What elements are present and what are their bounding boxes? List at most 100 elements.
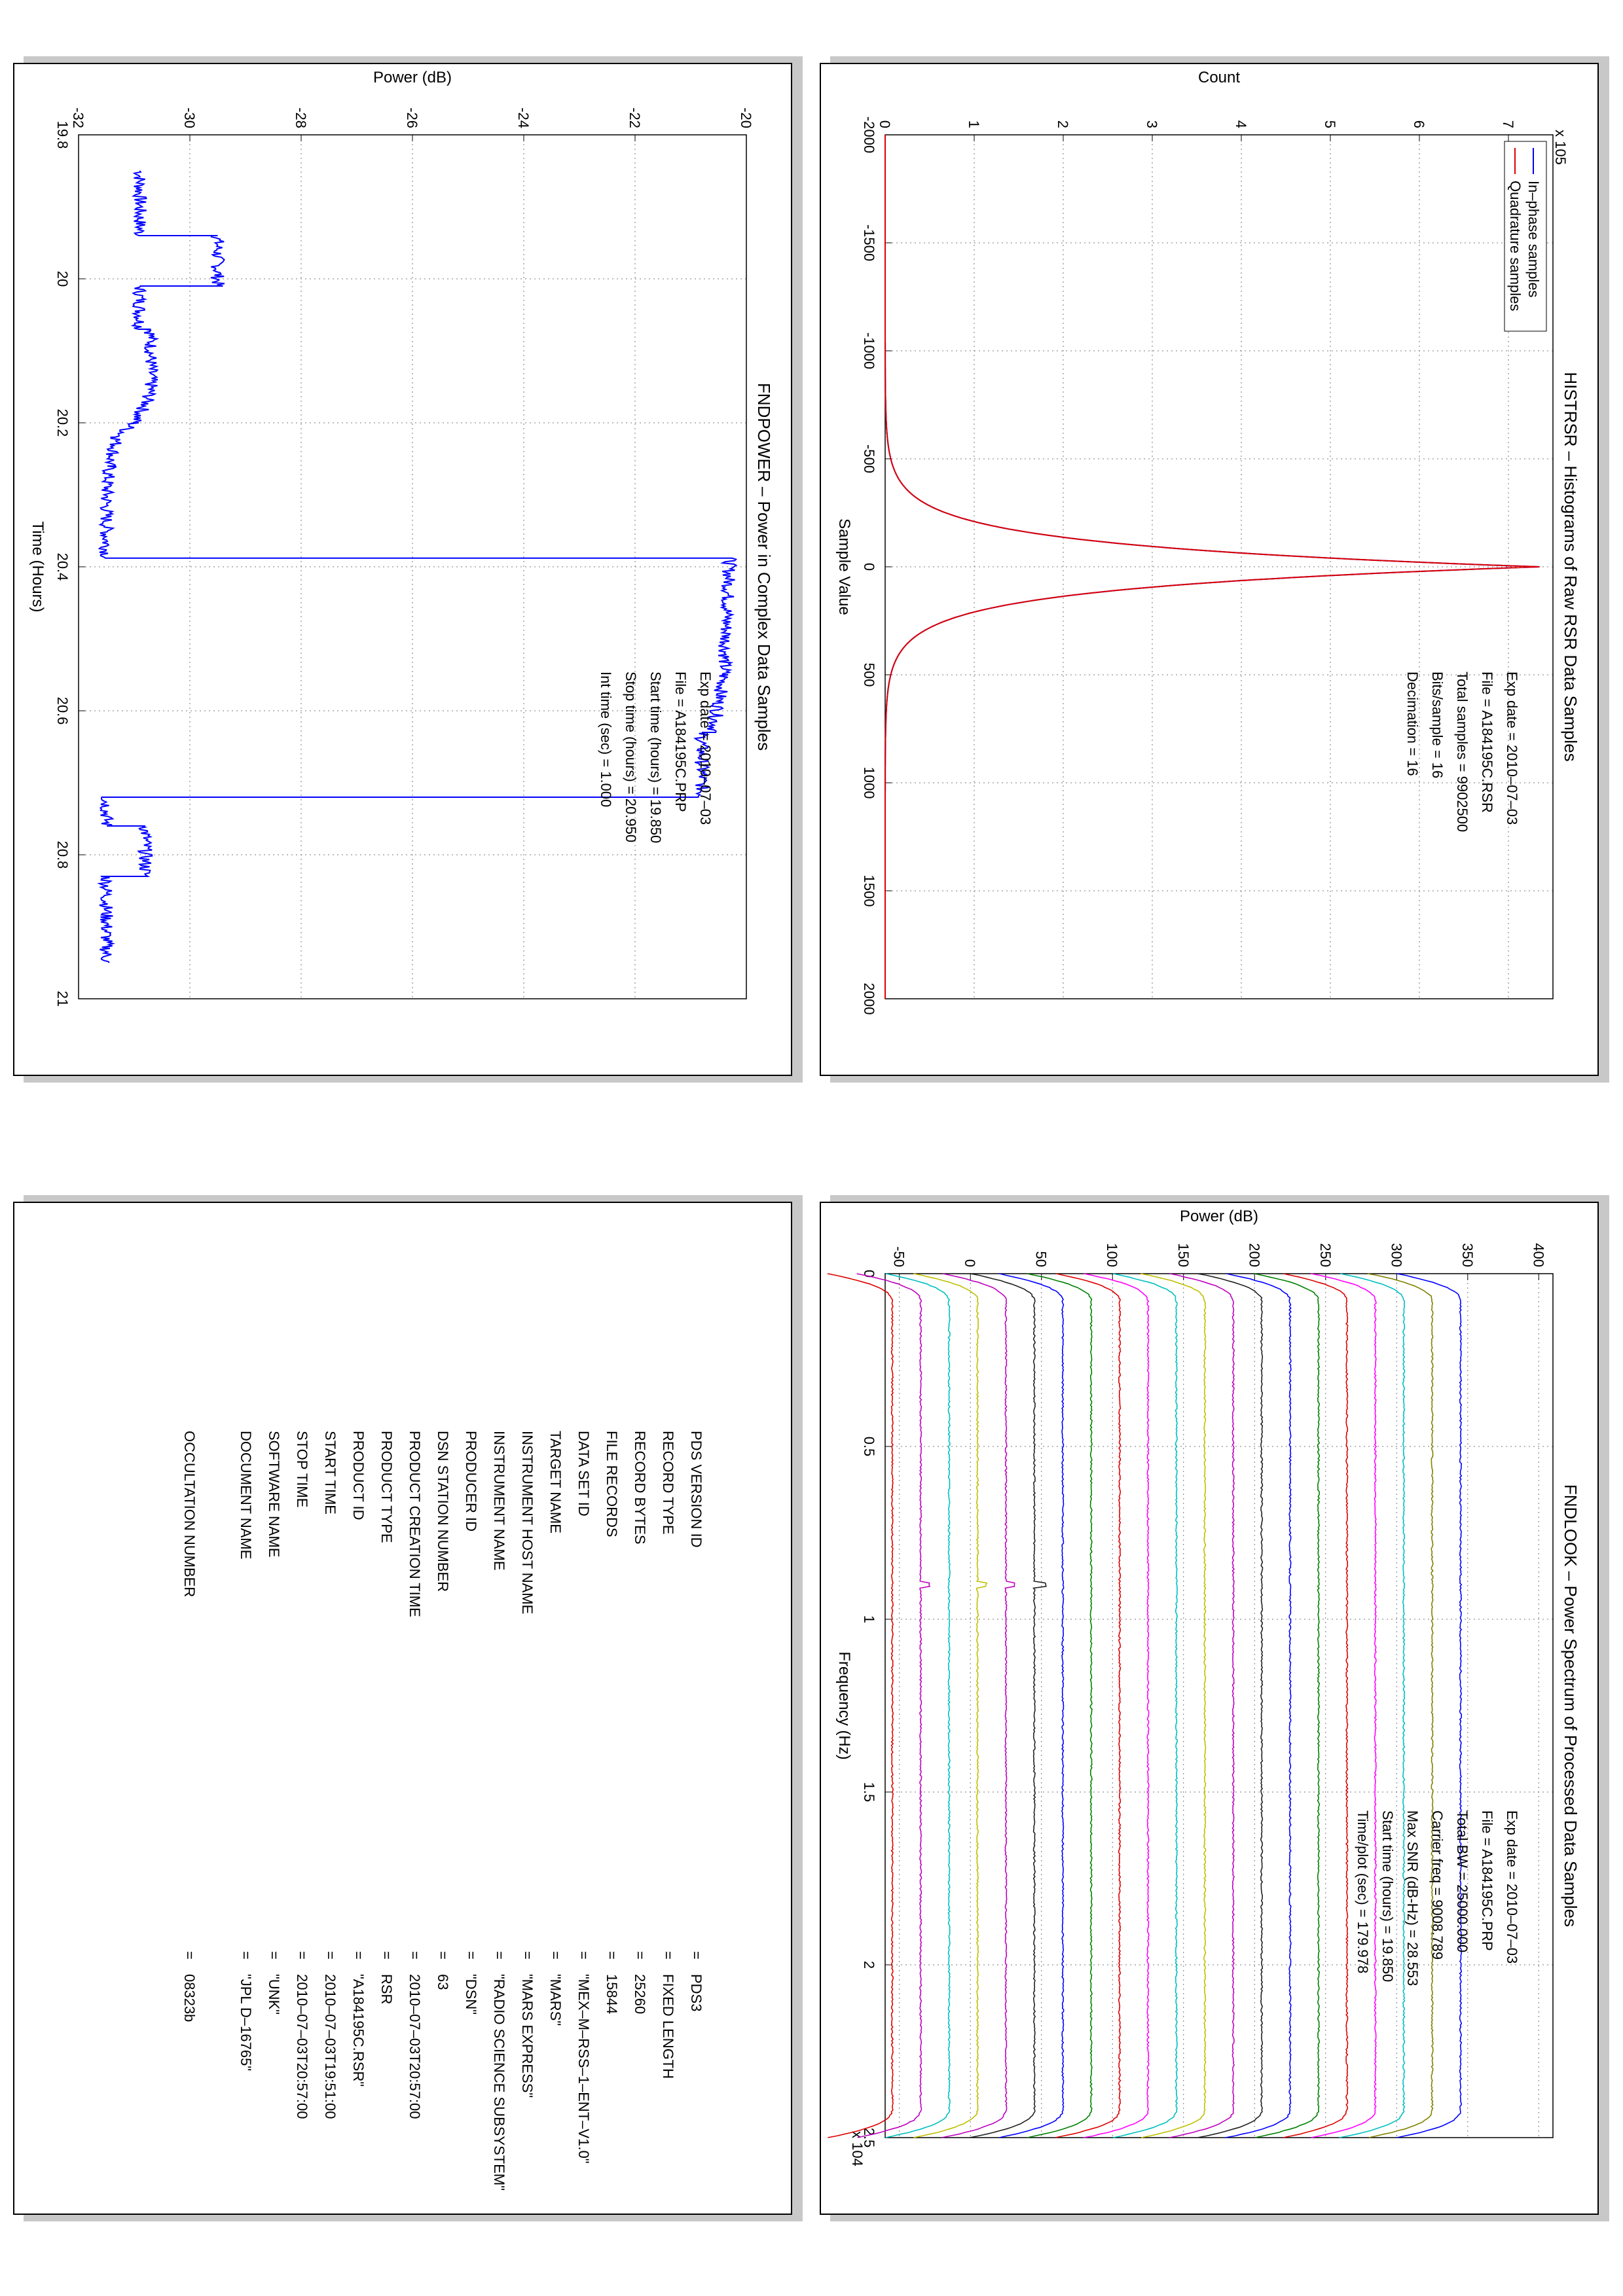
spectrum-line — [941, 1273, 1015, 2138]
label-key: RECORD TYPE — [660, 1431, 676, 1535]
x-tick-label: 0 — [861, 563, 877, 571]
x-tick-label: -2000 — [861, 117, 877, 153]
plot-frame — [78, 134, 747, 999]
plot-area — [79, 135, 746, 999]
label-value: PDS3 — [688, 1974, 704, 2012]
spectrum-line — [827, 1273, 894, 2138]
spectrum-line — [1027, 1273, 1093, 2138]
spectrum-line — [1225, 1273, 1292, 2138]
label-value: "MEX–M–RSS–1–ENT–V1.0" — [575, 1974, 592, 2164]
y-tick-label: 400 — [1530, 1243, 1546, 1267]
plot-frame — [884, 134, 1554, 999]
label-equals: = — [632, 1951, 648, 1960]
histrsr-svg: -2000 -1500 -1000 -500 0 500 1000 1500 2000 0 1 2 3 4… — [835, 69, 1580, 1015]
label-table: PDS VERSION ID = PDS3 RECORD TYPE = FIXED LEN… — [13, 1202, 792, 2215]
label-value: 2010–07–03T19:51:00 — [322, 1974, 338, 2119]
y-tick-label: 4 — [1233, 120, 1249, 128]
x-axis-label: Time (Hours) — [29, 521, 46, 612]
label-value: 08323b — [181, 1974, 198, 2022]
y-tick-label: 6 — [1411, 120, 1427, 128]
legend-entry: Quadrature samples — [1507, 181, 1523, 311]
fndlook-chart: 0 0.5 1 1.5 2 2.5 -50 0 50 100 150 200 250 300 350 400 F… — [820, 1202, 1599, 2215]
fndlook-svg: 00.511.522.5-50 0 50 100 150 200 250 300 350 400F… — [827, 1208, 1580, 2166]
spectrum-line — [1339, 1273, 1406, 2138]
y-tick-label: 350 — [1459, 1243, 1476, 1267]
y-tick-label: 5 — [1322, 120, 1338, 128]
spectrum-line — [1169, 1273, 1235, 2138]
chart-title: FNDPOWER – Power in Complex Data Samples — [754, 383, 774, 751]
x-tick-label: 2000 — [861, 983, 877, 1015]
pds-label-list: PDS VERSION ID = PDS3 RECORD TYPE = FIXED LEN… — [50, 1431, 704, 2191]
x-tick-label: 1500 — [861, 875, 877, 907]
plot-area — [885, 135, 1553, 999]
label-value: 63 — [435, 1974, 451, 1990]
x-tick-label: 2 — [861, 1961, 877, 1969]
label-equals: = — [547, 1951, 564, 1960]
y-tick-label: -50 — [891, 1246, 907, 1267]
legend-entry: In–phase samples — [1525, 181, 1542, 298]
label-key: RECORD BYTES — [632, 1431, 648, 1545]
spectrum-line — [1083, 1273, 1150, 2138]
y-axis-label: Power (dB) — [373, 69, 452, 86]
label-key: FILE RECORDS — [604, 1431, 620, 1537]
label-equals: = — [688, 1951, 704, 1960]
histrsr-info-line: Bits/sample = 16 — [1429, 672, 1446, 778]
label-row: START TIME = 2010–07–03T19:51:00 — [321, 1431, 338, 2183]
label-row: STOP TIME = 2010–07–03T20:57:00 — [293, 1431, 310, 2183]
label-equals: = — [660, 1951, 676, 1960]
spectrum-line — [913, 1273, 988, 2138]
y-tick-label: 1 — [966, 120, 982, 128]
chart-title: FNDLOOK – Power Spectrum of Processed Da… — [1561, 1484, 1580, 1927]
label-value: "JPL D–16765" — [238, 1974, 254, 2072]
fndpower-info-line: Exp date = 2010–07–03 — [697, 672, 714, 825]
label-row: RECORD TYPE = FIXED LENGTH — [659, 1431, 676, 2183]
y-tick-label: 0 — [877, 120, 893, 128]
label-row: PRODUCT ID = "A184195C.RSR" — [350, 1431, 367, 2183]
spectrum-line — [1311, 1273, 1377, 2138]
label-row: FILE RECORDS = 15844 — [603, 1431, 620, 2183]
fndlook-info-line: Start time (hours) = 19.850 — [1379, 1810, 1396, 1982]
label-equals: = — [238, 1951, 254, 1960]
label-key: SOFTWARE NAME — [266, 1431, 282, 1558]
x-tick-label: -500 — [861, 444, 877, 473]
histrsr-chart: -2000 -1500 -1000 -500 0 500 1000 1500 2000 0 1 2 3 4… — [820, 63, 1599, 1076]
label-key: TARGET NAME — [547, 1431, 564, 1534]
label-value: "MARS EXPRESS" — [519, 1974, 536, 2098]
label-row: PRODUCER ID = "DSN" — [462, 1431, 479, 2183]
label-key: PRODUCER ID — [463, 1431, 479, 1532]
label-row: DATA SET ID = "MEX–M–RSS–1–ENT–V1.0" — [575, 1431, 592, 2183]
histrsr-info-line: Total samples = 9902500 — [1454, 672, 1470, 832]
label-row: DSN STATION NUMBER = 63 — [434, 1431, 451, 2183]
x-tick-label: 1000 — [861, 767, 877, 799]
label-equals: = — [463, 1951, 479, 1960]
label-key: DATA SET ID — [575, 1431, 592, 1516]
spectrum-line — [1112, 1273, 1178, 2138]
fndpower-info-line: Int time (sec) = 1.000 — [598, 672, 614, 807]
y-tick-label: 7 — [1500, 120, 1516, 128]
y-tick-label: 250 — [1317, 1243, 1334, 1267]
fndlook-info-line: Carrier freq = 9008.789 — [1429, 1810, 1446, 1960]
y-tick-label: 0 — [962, 1259, 978, 1267]
y-tick-label: 300 — [1388, 1243, 1404, 1267]
y-tick-label: -24 — [515, 107, 532, 128]
fndpower-info-line: File = A184195C.PRP — [672, 672, 689, 812]
x-tick-label: 20 — [54, 271, 71, 287]
series-line — [884, 135, 1540, 999]
spectrum-line — [1140, 1273, 1207, 2138]
legend-box — [1504, 141, 1547, 332]
label-row: RECORD BYTES = 25260 — [631, 1431, 648, 2183]
x-axis-label: Sample Value — [835, 518, 853, 615]
fndlook-info-line: Time/plot (sec) = 179.978 — [1355, 1810, 1371, 1973]
spectrum-line — [1283, 1273, 1349, 2138]
fndpower-svg: 19.8 20 20.2 20.4 20.6 20.8 21 -32 -30 -28 -26 -24 -… — [29, 69, 774, 1007]
x-tick-label: 20.4 — [54, 553, 71, 581]
x-tick-label: -1500 — [861, 224, 877, 261]
x-tick-label: 20.2 — [54, 409, 71, 437]
label-key: STOP TIME — [294, 1431, 310, 1508]
label-value: "MARS" — [547, 1974, 564, 2026]
label-row: DOCUMENT NAME = "JPL D–16765" — [237, 1431, 254, 2183]
histrsr-info-line: File = A184195C.RSR — [1479, 672, 1495, 813]
label-key: INSTRUMENT NAME — [491, 1431, 507, 1571]
label-row — [209, 1431, 226, 2183]
plot-frame — [884, 1273, 1554, 2138]
